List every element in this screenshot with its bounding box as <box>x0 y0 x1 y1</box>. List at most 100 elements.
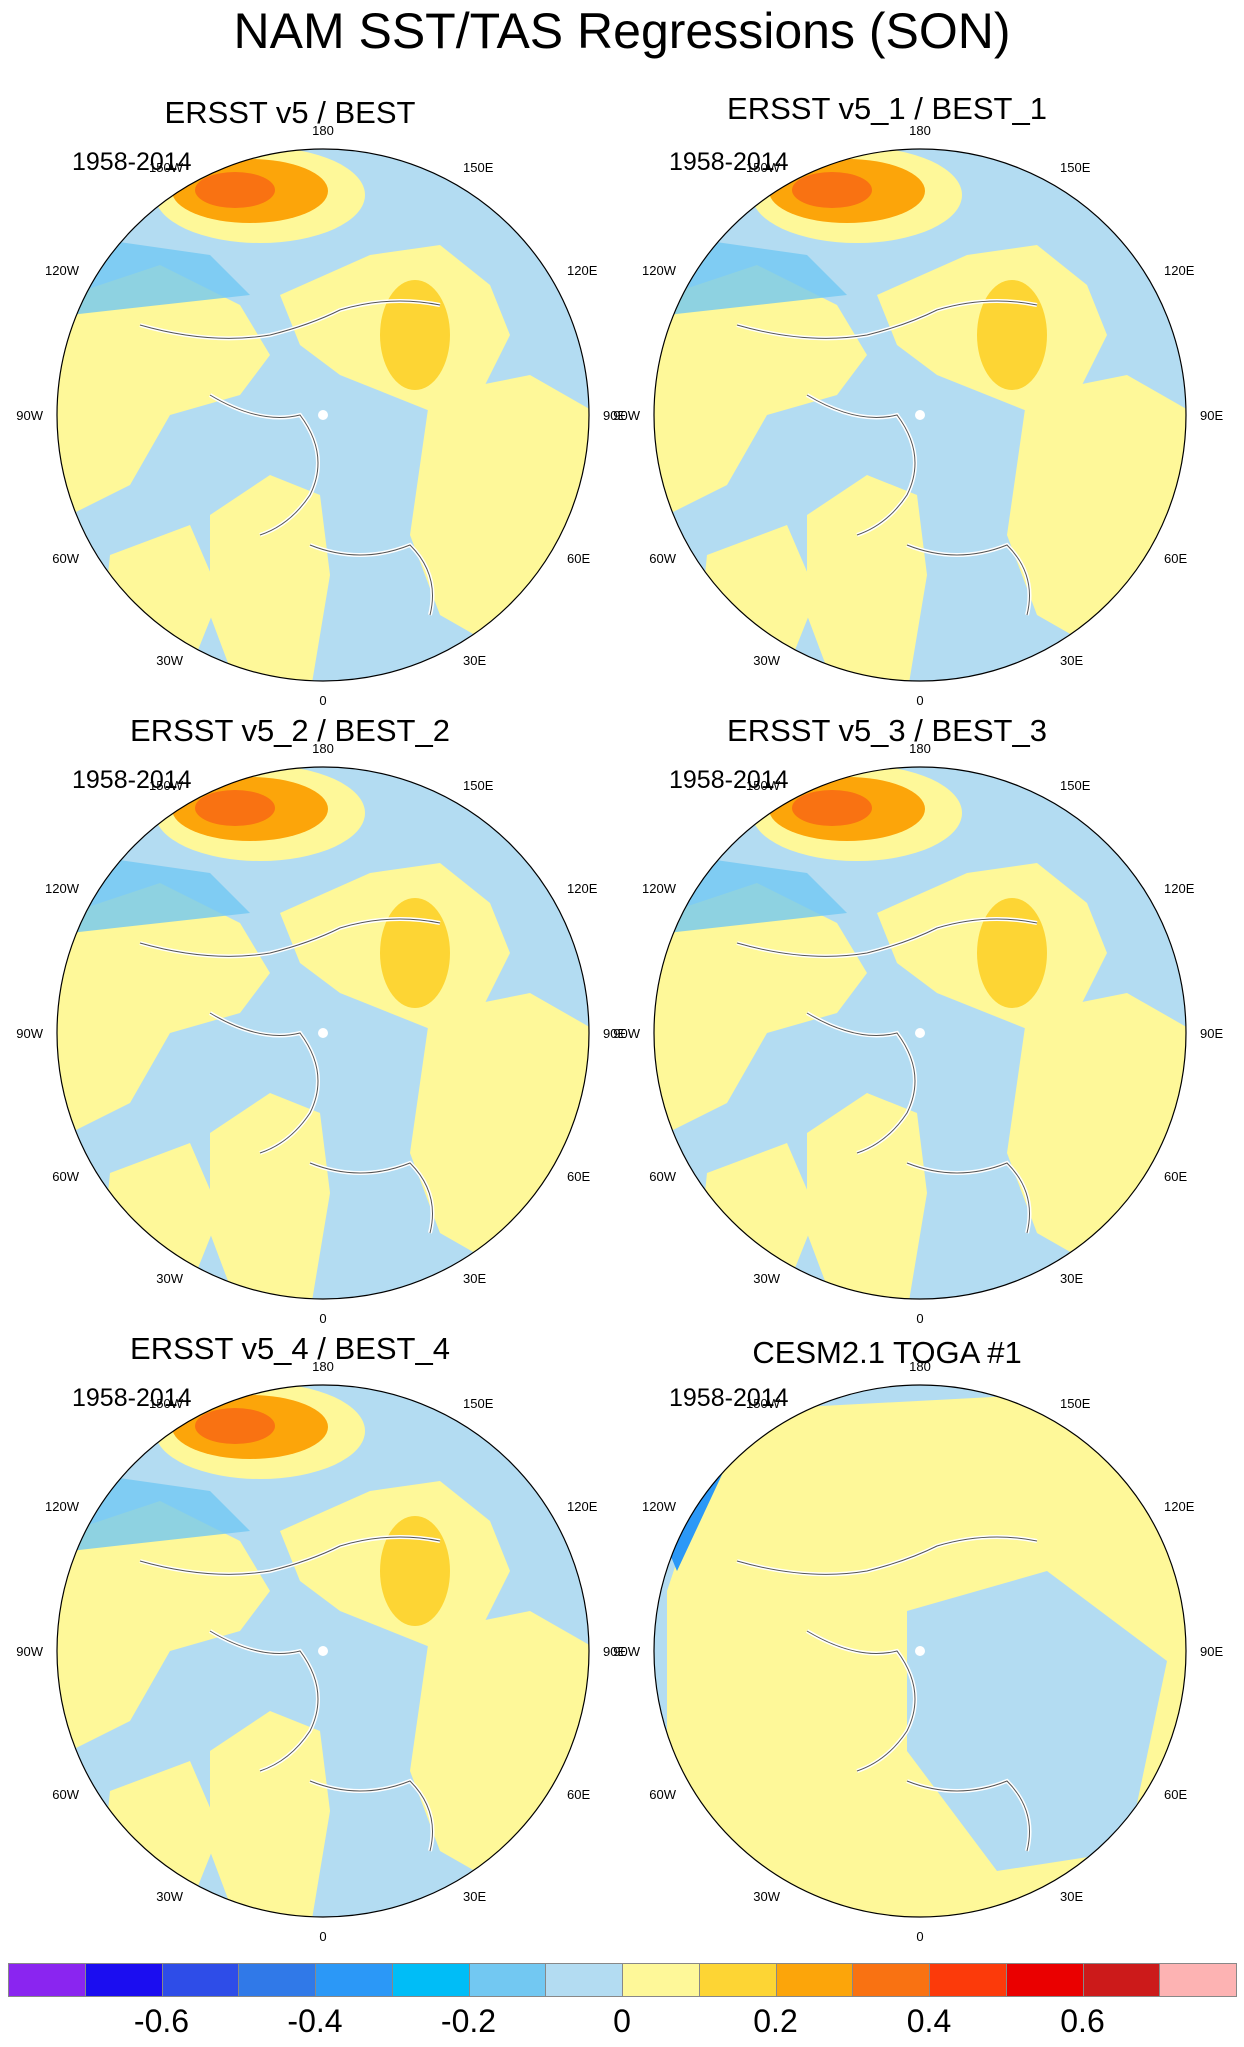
longitude-label: 150E <box>1060 1396 1091 1411</box>
strong-warm-anomaly <box>792 172 872 208</box>
warm-anomaly-core <box>977 898 1047 1008</box>
colorbar-swatch <box>468 1963 547 1997</box>
coastline <box>209 1630 319 1772</box>
positive-anomaly-region <box>210 1711 330 1917</box>
longitude-label: 150E <box>1060 778 1091 793</box>
longitude-label: 90E <box>603 1644 626 1659</box>
longitude-label: 60W <box>649 551 676 566</box>
longitude-label: 30E <box>463 653 486 668</box>
map-panel: ERSST v5_4 / BEST_4 1958-2014 180 150W 150E 1… <box>10 1331 626 1951</box>
longitude-label: 90E <box>1200 408 1223 423</box>
longitude-label: 150W <box>149 160 184 175</box>
coastline <box>309 1162 433 1234</box>
longitude-label: 30W <box>156 1889 183 1904</box>
map-boundary <box>56 148 590 682</box>
polar-map: 180 150W 150E 120W 120E 90W 90E 60W 60E 30W 30E 0 <box>16 123 626 708</box>
colorbar-swatch <box>1005 1963 1084 1997</box>
map-panel: ERSST v5_1 / BEST_1 1958-2014 180 150W 150E 1… <box>607 91 1223 715</box>
longitude-label: 120W <box>45 1499 80 1514</box>
coastline <box>906 1780 1030 1852</box>
colorbar-tick-label: -0.4 <box>287 2003 343 2039</box>
north-pole-marker <box>318 1028 328 1038</box>
colorbar-swatch <box>315 1963 393 1997</box>
longitude-label: 30E <box>1060 1889 1083 1904</box>
map-panel: CESM2.1 TOGA #1 1958-2014 180 150W 150E 120W 1… <box>607 1331 1223 1951</box>
colorbar-swatch <box>852 1963 930 1997</box>
coastline <box>209 1012 319 1154</box>
warm-anomaly-core <box>380 898 450 1008</box>
coastline <box>139 918 441 957</box>
map-boundary <box>56 1384 590 1918</box>
longitude-label: 90E <box>1200 1026 1223 1041</box>
polar-map: 180 150W 150E 120W 120E 90W 90E 60W 60E 30W 30E 0 <box>16 1359 626 1944</box>
colorbar-swatch <box>775 1963 854 1997</box>
map-boundary <box>56 766 590 1300</box>
coastline <box>309 1780 433 1852</box>
map-boundary <box>653 148 1187 682</box>
polar-map: 180 150W 150E 120W 120E 90W 90E 60W 60E 30W 30E 0 <box>613 123 1223 708</box>
longitude-label: 60E <box>1164 1787 1187 1802</box>
longitude-label: 90W <box>16 1026 43 1041</box>
map-panel: ERSST v5 / BEST 1958-2014 180 150W 150E 120W 1… <box>10 95 626 715</box>
cool-anomaly-band <box>70 1471 250 1551</box>
north-pole-marker <box>915 1028 925 1038</box>
longitude-label: 150E <box>1060 160 1091 175</box>
longitude-label: 30W <box>156 653 183 668</box>
longitude-label: 0 <box>916 693 923 708</box>
positive-anomaly-region <box>807 1093 927 1299</box>
period-label: 1958-2014 <box>669 1384 789 1412</box>
longitude-label: 120E <box>567 881 598 896</box>
longitude-label: 30E <box>463 1271 486 1286</box>
longitude-label: 30W <box>753 1889 780 1904</box>
map-panel: ERSST v5_2 / BEST_2 1958-2014 180 150W 150E 1… <box>10 713 626 1333</box>
coastline <box>906 544 1030 616</box>
polar-map: 180 150W 150E 120W 120E 90W 90E 60W 60E 30W 30E 0 <box>613 1359 1223 1944</box>
longitude-label: 120W <box>642 263 677 278</box>
longitude-label: 0 <box>319 1929 326 1944</box>
coastline <box>209 394 319 536</box>
coastline <box>139 300 441 339</box>
cool-anomaly-band <box>70 853 250 933</box>
coastline <box>309 544 433 616</box>
positive-anomaly-region <box>807 475 927 681</box>
colorbar-tick-label: 0.6 <box>1060 2003 1105 2039</box>
longitude-label: 180 <box>312 741 334 756</box>
longitude-label: 150W <box>746 778 781 793</box>
warm-anomaly-core <box>380 280 450 390</box>
panel-title: ERSST v5_4 / BEST_4 <box>130 1331 450 1366</box>
map-boundary <box>653 1384 1187 1918</box>
positive-anomaly-region <box>57 265 270 515</box>
colorbar-swatch <box>1159 1963 1237 1997</box>
warm-anomaly-core <box>380 1516 450 1626</box>
coastline <box>806 1630 916 1772</box>
longitude-label: 60E <box>567 551 590 566</box>
longitude-label: 30W <box>753 653 780 668</box>
warm-anomaly-core <box>797 1363 877 1379</box>
longitude-label: 180 <box>909 741 931 756</box>
longitude-label: 0 <box>916 1929 923 1944</box>
coastline <box>139 1536 441 1575</box>
longitude-label: 60W <box>52 551 79 566</box>
longitude-label: 90E <box>1200 1644 1223 1659</box>
coastline <box>736 918 1038 957</box>
colorbar-swatch <box>929 1963 1007 1997</box>
longitude-label: 120E <box>567 263 598 278</box>
longitude-label: 90W <box>613 408 640 423</box>
map-boundary <box>653 766 1187 1300</box>
colorbar-swatch <box>391 1963 470 1997</box>
strong-warm-anomaly <box>792 790 872 826</box>
longitude-label: 0 <box>319 1311 326 1326</box>
longitude-label: 150E <box>463 778 494 793</box>
north-pole-marker <box>318 1646 328 1656</box>
longitude-label: 90E <box>603 1026 626 1041</box>
colorbar-swatch <box>161 1963 240 1997</box>
longitude-label: 120E <box>1164 263 1195 278</box>
longitude-label: 150W <box>746 160 781 175</box>
longitude-label: 120W <box>642 1499 677 1514</box>
longitude-label: 60W <box>52 1787 79 1802</box>
positive-anomaly-region <box>210 475 330 681</box>
period-label: 1958-2014 <box>72 1384 192 1412</box>
longitude-label: 90W <box>613 1644 640 1659</box>
period-label: 1958-2014 <box>669 148 789 176</box>
north-pole-marker <box>915 410 925 420</box>
